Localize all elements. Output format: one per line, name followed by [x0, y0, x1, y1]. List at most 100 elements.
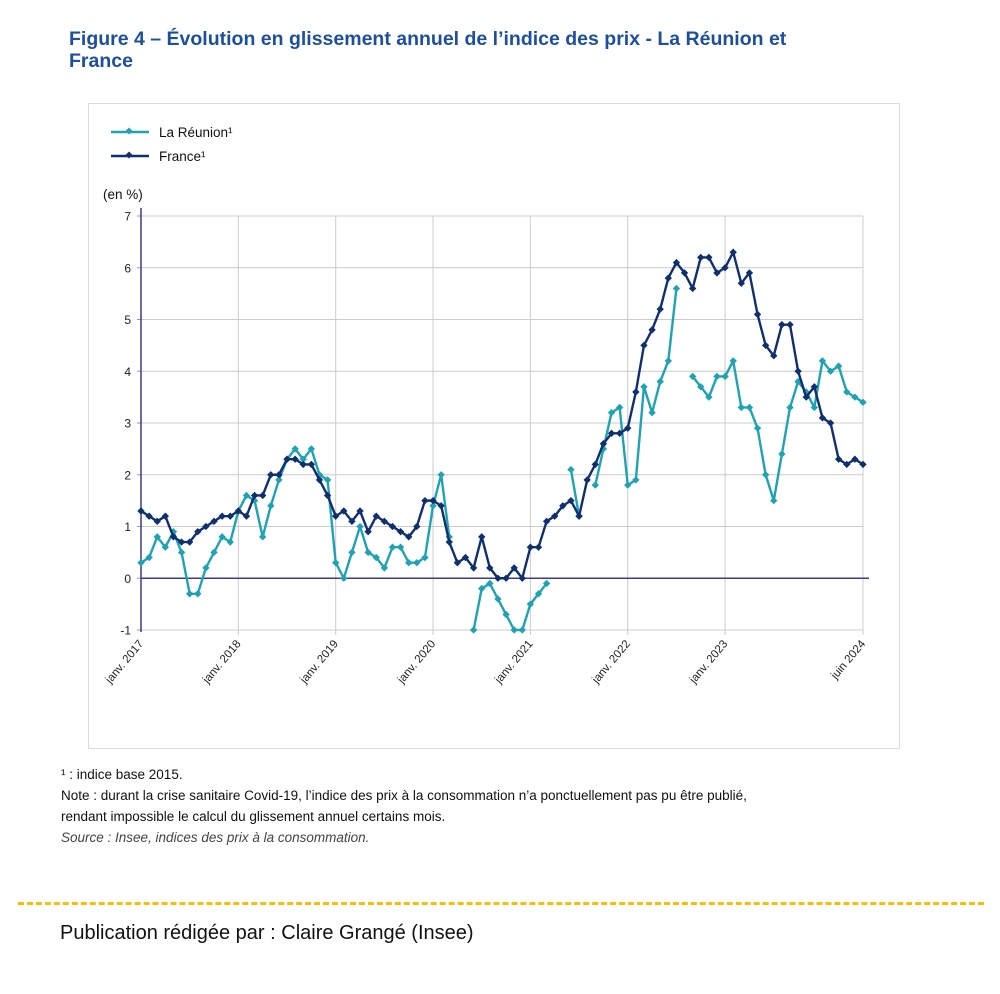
legend-marker-france: [125, 151, 133, 159]
data-point-france: [770, 352, 778, 360]
data-point-france: [843, 460, 851, 469]
data-point-reunion: [672, 284, 681, 293]
data-point-reunion: [534, 590, 543, 598]
data-point-reunion: [648, 408, 656, 417]
data-point-reunion: [518, 626, 526, 634]
series: [137, 248, 867, 634]
data-point-france: [291, 455, 299, 463]
data-point-france: [721, 264, 729, 272]
axes: -1 0 1 2 3 4 5 6 7 janv. 2017 janv. 2018 janv. 2019…: [103, 208, 869, 687]
data-point-reunion: [713, 372, 721, 381]
data-point-france: [851, 455, 859, 463]
data-point-france: [348, 517, 356, 526]
data-point-reunion: [437, 471, 445, 479]
data-point-reunion: [380, 564, 389, 572]
data-point-france: [396, 527, 405, 536]
data-point-france: [745, 269, 754, 277]
data-point-reunion: [478, 584, 486, 593]
data-point-france: [226, 512, 234, 520]
data-point-reunion: [615, 403, 624, 412]
data-point-france: [575, 512, 583, 520]
data-point-reunion: [356, 522, 364, 531]
data-point-reunion: [259, 533, 267, 541]
data-point-france: [185, 538, 194, 546]
data-point-reunion: [494, 595, 502, 603]
data-point-france: [518, 574, 526, 582]
data-point-reunion: [177, 548, 186, 557]
data-point-france: [559, 502, 567, 510]
data-point-reunion: [810, 403, 819, 412]
data-point-reunion: [591, 481, 599, 489]
y-tick-label: 6: [124, 261, 131, 275]
data-point-france: [802, 393, 810, 401]
data-point-france: [478, 533, 486, 541]
data-point-france: [591, 460, 599, 469]
data-point-reunion: [275, 476, 283, 484]
x-tick-label: janv. 2023: [687, 638, 730, 686]
line-chart: -1 0 1 2 3 4 5 6 7 janv. 2017 janv. 2018 janv. 2019…: [103, 125, 869, 687]
data-point-reunion: [729, 357, 737, 365]
data-point-reunion: [705, 393, 713, 401]
data-point-france: [680, 269, 689, 277]
figure-title-line1: Figure 4 – Évolution en glissement annue…: [69, 28, 787, 50]
data-point-reunion: [761, 471, 770, 479]
y-tick-label: 1: [124, 520, 131, 534]
data-point-reunion: [607, 408, 616, 417]
data-point-france: [437, 502, 445, 510]
data-point-france: [259, 491, 267, 500]
legend-marker-reunion: [125, 127, 133, 135]
data-point-reunion: [348, 548, 356, 557]
y-tick-label: 7: [124, 210, 131, 224]
data-point-reunion: [267, 502, 275, 510]
data-point-france: [177, 538, 186, 546]
data-point-reunion: [429, 502, 437, 510]
data-point-reunion: [753, 424, 762, 432]
series-line-reunion: [569, 469, 581, 517]
data-point-reunion: [307, 445, 316, 453]
data-point-reunion: [137, 559, 145, 567]
series-line-reunion: [691, 359, 864, 502]
data-point-france: [737, 279, 745, 287]
data-point-france: [567, 496, 575, 505]
data-point-france: [413, 522, 421, 531]
data-point-france: [421, 496, 429, 505]
data-point-reunion: [656, 377, 664, 386]
data-point-france: [429, 496, 437, 505]
data-point-reunion: [372, 553, 380, 562]
source-note: Source : Insee, indices des prix à la co…: [61, 830, 370, 845]
data-point-reunion: [745, 403, 754, 412]
data-point-france: [340, 507, 348, 515]
data-point-france: [786, 320, 794, 329]
data-point-france: [307, 460, 316, 469]
y-tick-label: 4: [124, 365, 131, 379]
data-point-france: [267, 471, 275, 479]
chart-frame: -1 0 1 2 3 4 5 6 7 janv. 2017 janv. 2018 janv. 2019…: [88, 103, 900, 749]
data-point-france: [818, 414, 827, 422]
x-tick-label: janv. 2018: [200, 638, 243, 686]
data-point-reunion: [486, 579, 494, 588]
series-line-reunion: [472, 582, 548, 632]
grid: [141, 215, 864, 635]
note-line-2: rendant impossible le calcul du glisseme…: [61, 809, 446, 824]
data-point-reunion: [469, 626, 478, 634]
data-point-reunion: [202, 564, 210, 572]
footnote: ¹ : indice base 2015.: [61, 767, 183, 782]
data-point-france: [194, 527, 202, 536]
x-tick-label: janv. 2017: [103, 638, 146, 686]
data-point-france: [859, 460, 867, 469]
data-point-reunion: [624, 481, 632, 489]
x-tick-label: janv. 2020: [395, 638, 438, 686]
data-point-reunion: [826, 367, 835, 375]
data-point-france: [380, 517, 389, 526]
data-point-france: [697, 253, 705, 262]
data-point-france: [510, 564, 518, 572]
data-point-france: [461, 553, 470, 562]
data-point-france: [315, 476, 324, 484]
y-tick-label: 0: [124, 572, 131, 586]
legend-label-reunion: La Réunion¹: [159, 125, 233, 140]
data-point-france: [453, 559, 462, 567]
data-point-reunion: [818, 357, 827, 365]
data-point-france: [656, 305, 664, 313]
data-point-france: [250, 491, 259, 500]
data-point-france: [388, 522, 397, 531]
